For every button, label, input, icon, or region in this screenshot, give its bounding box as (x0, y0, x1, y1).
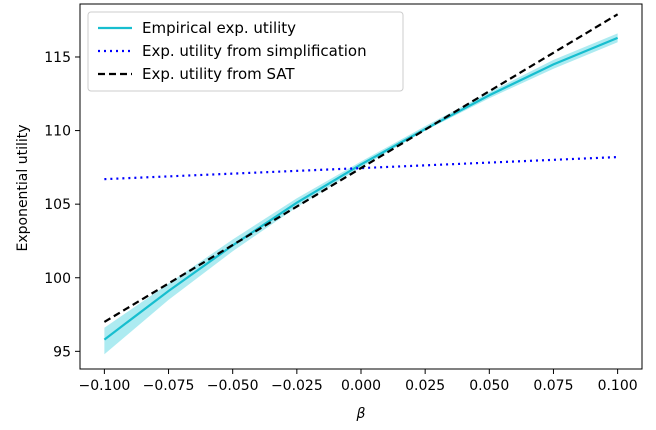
x-tick-label: 0.025 (405, 378, 445, 394)
x-tick-label: 0.075 (533, 378, 573, 394)
x-axis-label: β (356, 406, 366, 422)
x-tick-label: 0.100 (598, 378, 638, 394)
x-tick-label: −0.100 (78, 378, 130, 394)
x-tick-label: 0.000 (341, 378, 381, 394)
x-tick-label: −0.075 (143, 378, 195, 394)
series-0-line (103, 36, 619, 341)
series-1-line (104, 155, 618, 181)
y-tick-label: 100 (44, 271, 71, 287)
x-tick-label: −0.050 (207, 378, 259, 394)
y-tick-label: 110 (44, 124, 71, 140)
y-tick-label: 105 (44, 197, 71, 213)
legend-label-1: Exp. utility from simplification (142, 42, 367, 60)
legend-label-0: Empirical exp. utility (142, 19, 296, 37)
legend: Empirical exp. utility Exp. utility from … (87, 11, 404, 92)
y-axis-label: Exponential utility (15, 124, 31, 251)
ticks-layer: −0.100 −0.075 −0.050 −0.025 0.000 0.025 0.050 0… (44, 50, 637, 394)
y-tick-label: 115 (44, 50, 71, 66)
legend-label-2: Exp. utility from SAT (142, 65, 295, 83)
x-tick-label: 0.050 (469, 378, 509, 394)
x-tick-label: −0.025 (271, 378, 323, 394)
series-2-line (103, 13, 619, 323)
y-tick-label: 95 (53, 344, 71, 360)
legend-box (87, 11, 404, 92)
plot-layer (103, 13, 619, 355)
